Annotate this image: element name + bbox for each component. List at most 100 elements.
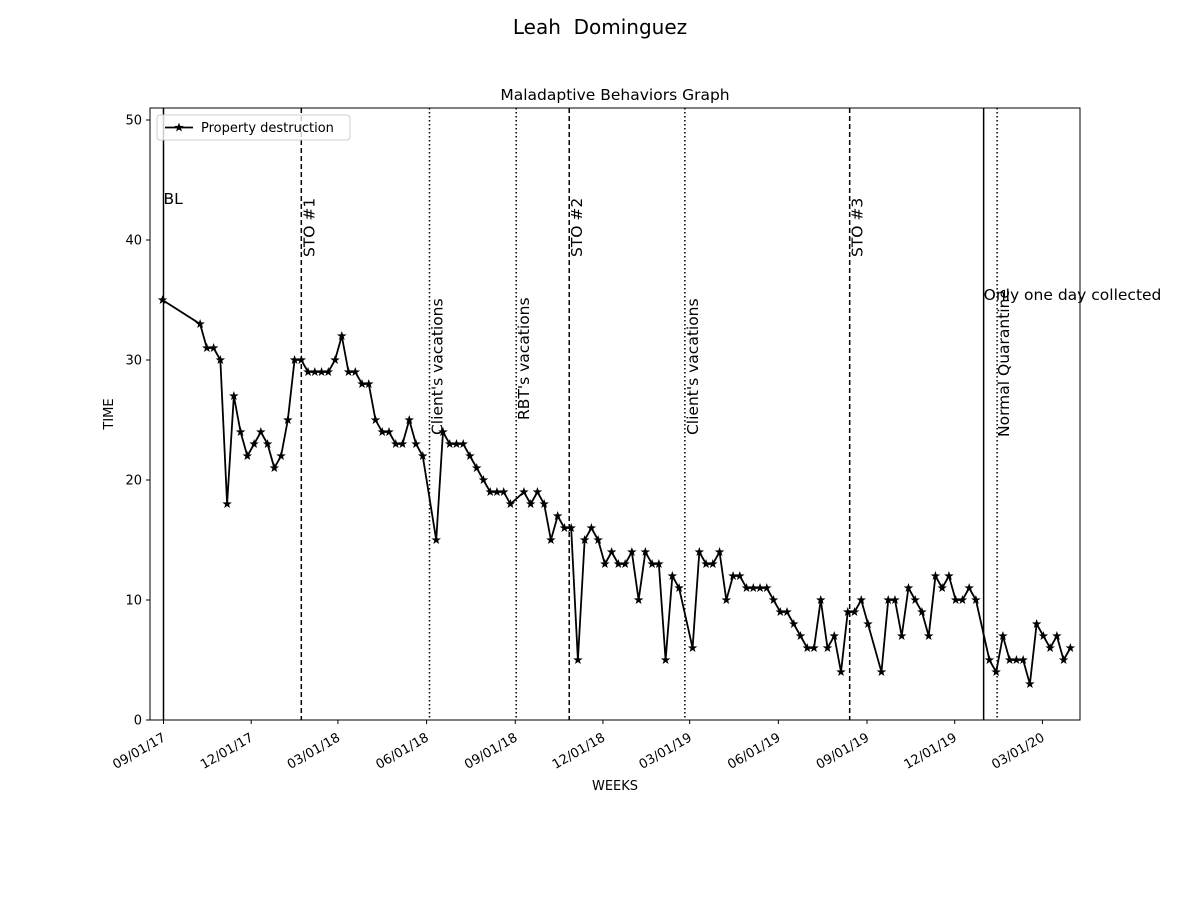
- data-point: [478, 475, 489, 485]
- data-point: [775, 607, 786, 617]
- data-point: [525, 499, 536, 509]
- data-point: [613, 559, 624, 569]
- data-point: [930, 571, 941, 581]
- data-point: [303, 367, 313, 377]
- data-point: [957, 595, 968, 605]
- data-point: [559, 523, 570, 533]
- data-point: [687, 643, 698, 653]
- data-point: [741, 583, 752, 593]
- event-label: STO #1: [300, 198, 318, 257]
- data-point: [269, 463, 280, 473]
- data-point: [1038, 631, 1049, 641]
- data-point: [701, 559, 711, 569]
- data-point: [1025, 679, 1035, 689]
- data-point: [822, 643, 833, 653]
- data-point: [748, 583, 759, 593]
- data-point: [451, 439, 462, 449]
- data-point: [377, 427, 388, 437]
- data-point: [998, 631, 1008, 641]
- data-point: [910, 595, 920, 605]
- data-point: [1052, 631, 1062, 641]
- data-point: [789, 619, 799, 629]
- data-point: [350, 367, 361, 377]
- data-point: [708, 559, 718, 569]
- data-point: [762, 583, 772, 593]
- data-point: [343, 367, 354, 377]
- data-point: [755, 583, 765, 593]
- data-point: [208, 343, 219, 353]
- data-point: [532, 487, 543, 497]
- event-label: Normal Quarantine: [995, 289, 1013, 437]
- data-point: [802, 643, 813, 653]
- data-point: [357, 379, 367, 389]
- data-point: [417, 451, 428, 461]
- data-point: [660, 655, 671, 665]
- data-point: [917, 607, 927, 617]
- data-point: [444, 439, 455, 449]
- y-tick-label: 50: [125, 114, 142, 129]
- data-point: [768, 595, 779, 605]
- data-point: [714, 547, 725, 557]
- legend-box: [156, 114, 351, 141]
- data-point: [498, 487, 509, 497]
- data-point: [202, 343, 212, 353]
- data-point: [310, 367, 320, 377]
- data-point: [1018, 655, 1028, 665]
- chart-title: Leah Dominguez: [513, 15, 687, 39]
- data-point: [1058, 655, 1069, 665]
- data-point: [863, 619, 873, 629]
- data-point: [552, 511, 563, 521]
- data-point: [519, 487, 529, 497]
- data-point: [903, 583, 914, 593]
- y-tick-label: 30: [125, 354, 142, 369]
- data-point: [195, 319, 205, 329]
- data-point: [235, 427, 246, 437]
- data-point: [276, 451, 286, 461]
- data-point: [728, 571, 738, 581]
- data-point: [593, 535, 603, 545]
- data-point: [364, 379, 374, 389]
- data-point: [242, 451, 253, 461]
- data-point: [586, 523, 597, 533]
- data-point: [1004, 655, 1015, 665]
- data-point: [404, 415, 414, 425]
- data-point: [370, 415, 381, 425]
- data-point: [984, 655, 995, 665]
- event-label: RBT's vacations: [515, 297, 533, 420]
- y-axis-label: TIME: [102, 398, 117, 430]
- event-label: STO #3: [849, 198, 867, 257]
- data-point: [579, 535, 590, 545]
- plot-frame: [149, 107, 1081, 721]
- data-point: [883, 595, 893, 605]
- y-tick-label: 10: [125, 594, 142, 609]
- data-point: [674, 583, 684, 593]
- data-point: [391, 439, 401, 449]
- legend: Property destruction: [156, 114, 351, 141]
- data-point: [876, 667, 887, 677]
- legend-label: Property destruction: [201, 121, 334, 136]
- data-point: [1031, 619, 1042, 629]
- data-point: [633, 595, 644, 605]
- data-point: [485, 487, 495, 497]
- legend-marker: [174, 122, 184, 132]
- data-point: [890, 595, 900, 605]
- data-point: [620, 559, 630, 569]
- data-point: [694, 547, 705, 557]
- data-point: [836, 667, 846, 677]
- data-point: [654, 559, 664, 569]
- y-tick-label: 40: [125, 234, 142, 249]
- data-point: [222, 499, 232, 509]
- data-point: [397, 439, 408, 449]
- data-point: [1065, 643, 1076, 653]
- data-point: [289, 355, 300, 365]
- data-point: [606, 547, 617, 557]
- data-point: [782, 607, 792, 617]
- data-point: [438, 427, 448, 437]
- data-point: [316, 367, 327, 377]
- data-point: [471, 463, 482, 473]
- event-label: Client's vacations: [428, 298, 446, 435]
- data-point: [431, 535, 441, 545]
- data-point: [950, 595, 961, 605]
